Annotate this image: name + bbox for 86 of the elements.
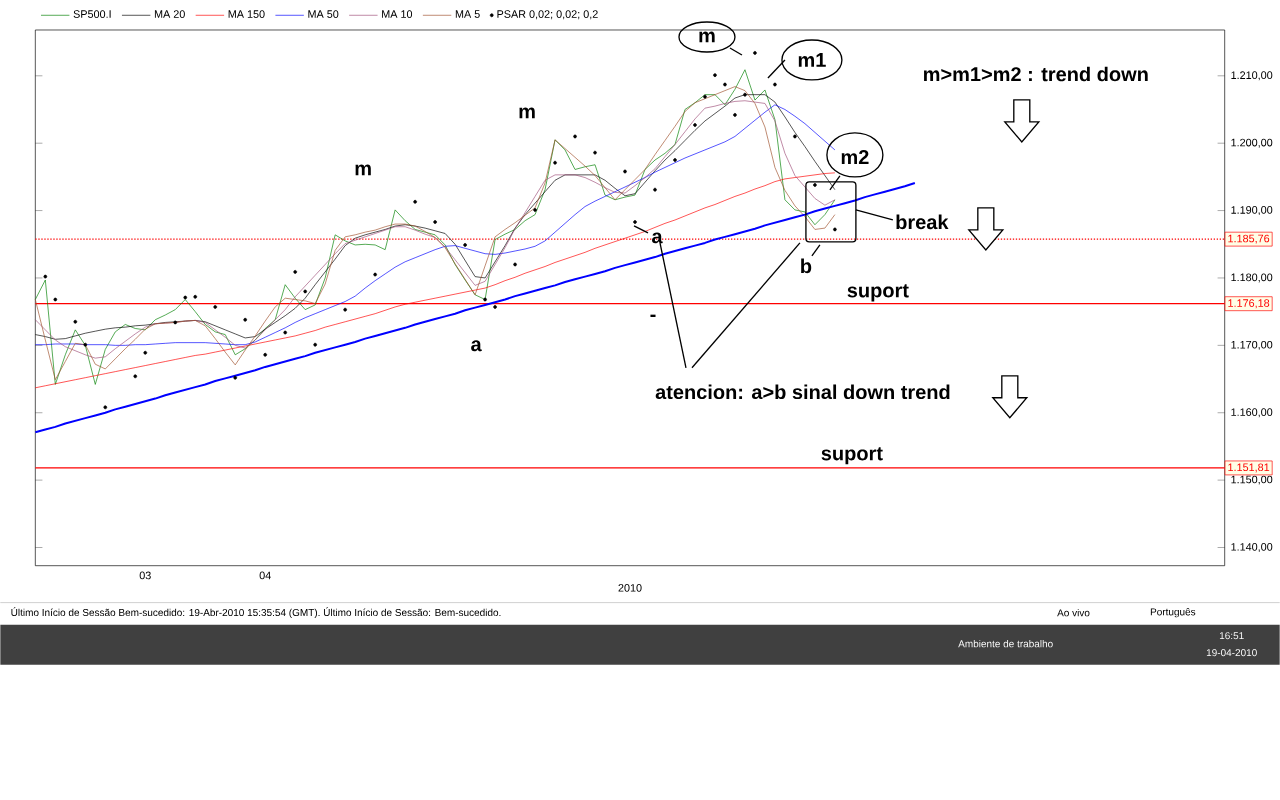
annotation: m2 [841, 150, 869, 165]
ref-line-label: 1.185,76 [1228, 234, 1270, 244]
y-tick-label: 1.170,00 [1231, 341, 1273, 351]
point [553, 161, 557, 165]
point [753, 51, 757, 55]
annotation: b [801, 258, 812, 274]
point [243, 318, 248, 322]
x-axis-title: 2010 [618, 584, 642, 592]
point [813, 183, 817, 188]
annotation: a [471, 340, 482, 352]
legend-label: PSAR 0,02; 0,02; 0,2 [497, 10, 598, 20]
point [693, 123, 697, 128]
point [623, 169, 627, 174]
point [773, 82, 777, 87]
point [143, 351, 148, 355]
legend-label: SP500.I [73, 10, 111, 19]
point [73, 320, 78, 324]
point [793, 134, 797, 139]
point [193, 295, 198, 299]
x-tick-label: 04 [259, 571, 271, 580]
annotation: m [355, 164, 371, 176]
point [373, 272, 377, 277]
legend-label: MA 5 [455, 10, 480, 19]
point [303, 289, 308, 294]
annotation: suport [821, 447, 883, 465]
annotation: a [652, 232, 663, 244]
point [573, 134, 577, 139]
point [263, 353, 268, 357]
point [343, 308, 347, 312]
point [463, 243, 467, 247]
point [433, 220, 437, 225]
point [173, 320, 178, 325]
y-tick-label: 1.180,00 [1231, 273, 1273, 283]
y-tick-label: 1.190,00 [1231, 206, 1273, 216]
point [653, 188, 657, 192]
point [43, 274, 48, 279]
annotation: - [650, 314, 656, 318]
ref-line-label: 1.176,18 [1228, 299, 1270, 309]
annotation: m>m1>m2 : trend down [923, 66, 1148, 82]
point [703, 95, 707, 99]
point [713, 73, 717, 78]
point [673, 158, 677, 163]
y-tick-label: 1.150,00 [1231, 475, 1273, 485]
point [593, 150, 597, 155]
annotation: m [699, 31, 715, 43]
point [733, 113, 737, 117]
text: 16:51 [1219, 632, 1244, 640]
text: Português [1150, 608, 1196, 618]
legend-label: MA 20 [154, 10, 185, 19]
y-tick-label: 1.200,00 [1231, 138, 1273, 148]
y-tick-label: 1.210,00 [1231, 71, 1273, 81]
point [833, 227, 837, 232]
point [83, 343, 88, 347]
point [493, 305, 497, 309]
text: Ao vivo [1057, 609, 1090, 617]
point [413, 200, 417, 204]
point [633, 220, 637, 225]
text: Último Início de Sessão Bem-sucedido: 19-Abr-2010 15:35:54 (GMT). Último Início de Sessão: Bem-sucedido. [11, 607, 501, 619]
ref-line-label: 1.151,81 [1228, 463, 1270, 473]
point [133, 374, 138, 379]
text: 19-04-2010 [1206, 649, 1257, 657]
legend-label: MA 150 [228, 10, 265, 19]
text: Ambiente de trabalho [958, 640, 1053, 648]
annotation: m [519, 107, 535, 119]
point [103, 405, 108, 410]
y-tick-label: 1.140,00 [1231, 543, 1273, 553]
point [513, 262, 517, 267]
point [183, 295, 188, 300]
point [533, 208, 537, 212]
point [293, 270, 298, 274]
point [723, 82, 727, 87]
point [743, 93, 747, 97]
annotation: atencion: a>b sinal down trend [655, 384, 950, 400]
point [283, 330, 288, 335]
point [213, 305, 218, 309]
annotation: suport [847, 284, 909, 302]
annotation: break [896, 214, 949, 230]
legend-label: MA 50 [308, 10, 339, 19]
annotation: m1 [798, 53, 826, 68]
point [233, 376, 238, 380]
point [483, 297, 487, 302]
point [53, 297, 58, 302]
legend-label: MA 10 [382, 10, 413, 19]
x-tick-label: 03 [139, 571, 151, 580]
point [313, 343, 318, 347]
y-tick-label: 1.160,00 [1231, 408, 1273, 418]
